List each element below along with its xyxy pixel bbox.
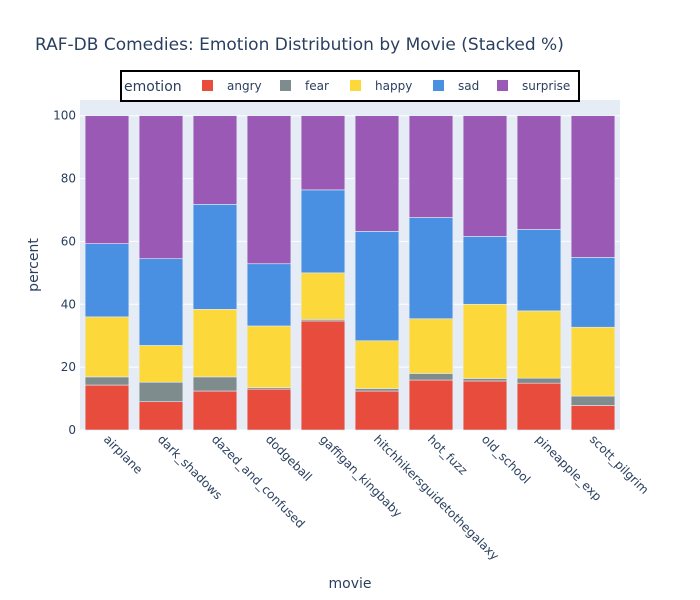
legend-item-angry[interactable]: angry (202, 79, 262, 93)
bar-segment-angry[interactable] (516, 382, 562, 431)
bar-segment-angry[interactable] (192, 390, 238, 431)
bar-segment-fear[interactable] (192, 376, 238, 392)
y-tick-label: 20 (61, 360, 76, 374)
y-tick-label: 100 (53, 109, 76, 123)
bar-segment-happy[interactable] (354, 340, 400, 389)
bar-segment-fear[interactable] (84, 376, 130, 386)
bar-segment-surprise[interactable] (354, 115, 400, 232)
chart-title: RAF-DB Comedies: Emotion Distribution by… (35, 35, 564, 55)
bar-segment-surprise[interactable] (408, 115, 454, 218)
bar-segment-angry[interactable] (84, 384, 130, 431)
legend-swatch (497, 80, 508, 91)
bar-segment-surprise[interactable] (138, 115, 184, 260)
legend-label: angry (227, 79, 262, 93)
bar-segment-angry[interactable] (354, 390, 400, 431)
legend-item-fear[interactable]: fear (280, 79, 329, 93)
legend-swatch (202, 80, 213, 91)
bar-segment-fear[interactable] (408, 373, 454, 381)
bar-segment-happy[interactable] (192, 309, 238, 378)
bar-segment-sad[interactable] (138, 258, 184, 346)
bar-segment-fear[interactable] (516, 377, 562, 384)
bar-segment-angry[interactable] (246, 388, 292, 431)
legend-label: sad (458, 79, 479, 93)
bar-segment-happy[interactable] (246, 325, 292, 388)
bar-segment-happy[interactable] (516, 310, 562, 379)
bar-segment-fear[interactable] (354, 388, 400, 392)
bar-segment-surprise[interactable] (192, 115, 238, 205)
y-axis-ticks: 0 20 40 60 80 100 (53, 109, 76, 437)
bar-segment-sad[interactable] (84, 243, 130, 318)
bar-segment-surprise[interactable] (516, 115, 562, 230)
y-tick-label: 60 (61, 234, 76, 248)
bar-segment-sad[interactable] (570, 257, 616, 328)
legend-swatch (280, 80, 291, 91)
legend: emotion angry fear happy sad surprise (120, 70, 580, 102)
bar-segment-fear[interactable] (138, 381, 184, 403)
bars (84, 115, 616, 431)
bar-segment-happy[interactable] (570, 326, 616, 397)
legend-label: fear (305, 79, 329, 93)
bar-segment-sad[interactable] (300, 189, 346, 274)
bar-segment-happy[interactable] (462, 303, 508, 379)
legend-item-surprise[interactable]: surprise (497, 79, 570, 93)
legend-swatch (433, 80, 444, 91)
x-axis-title: movie (329, 576, 372, 592)
bar-segment-angry[interactable] (570, 405, 616, 431)
bar-segment-angry[interactable] (300, 320, 346, 431)
bar-segment-happy[interactable] (300, 272, 346, 320)
legend-title: emotion (124, 79, 182, 95)
legend-item-happy[interactable]: happy (350, 79, 412, 93)
bar-segment-angry[interactable] (408, 379, 454, 431)
y-tick-label: 0 (68, 423, 76, 437)
legend-items: angry fear happy sad surprise (202, 79, 570, 93)
bar-segment-fear[interactable] (570, 395, 616, 406)
bar-segment-happy[interactable] (138, 345, 184, 383)
y-tick-label: 80 (61, 172, 76, 186)
bar-segment-sad[interactable] (408, 217, 454, 320)
y-tick-label: 40 (61, 297, 76, 311)
bar-segment-surprise[interactable] (84, 115, 130, 244)
y-axis-title: percent (26, 238, 42, 292)
bar-segment-surprise[interactable] (462, 115, 508, 237)
bar-segment-surprise[interactable] (300, 115, 346, 191)
bar-segment-sad[interactable] (516, 229, 562, 312)
bar-segment-happy[interactable] (84, 316, 130, 378)
bar-segment-happy[interactable] (408, 318, 454, 374)
bar-segment-sad[interactable] (192, 204, 238, 310)
bar-segment-sad[interactable] (462, 236, 508, 305)
legend-label: happy (375, 79, 412, 93)
legend-label: surprise (522, 79, 570, 93)
legend-swatch (350, 80, 361, 91)
bar-segment-sad[interactable] (246, 263, 292, 327)
bar-segment-angry[interactable] (138, 401, 184, 431)
legend-item-sad[interactable]: sad (433, 79, 479, 93)
bar-segment-surprise[interactable] (246, 115, 292, 265)
bar-segment-angry[interactable] (462, 380, 508, 431)
bar-segment-fear[interactable] (462, 378, 508, 382)
bar-segment-surprise[interactable] (570, 115, 616, 258)
bar-segment-sad[interactable] (354, 231, 400, 342)
